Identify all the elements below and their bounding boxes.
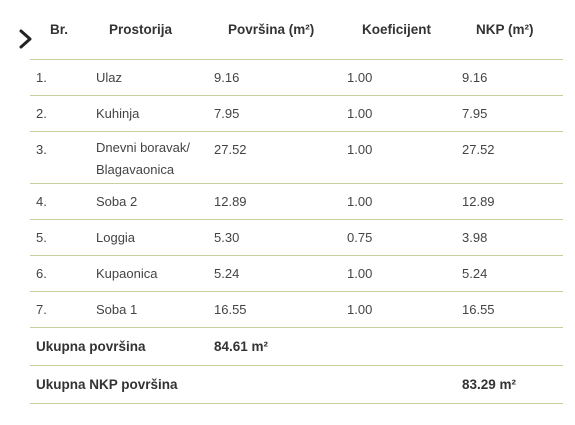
cell-povrsina: 7.95 xyxy=(214,106,240,121)
cell-nkp: 12.89 xyxy=(462,194,495,209)
cell-nkp: 9.16 xyxy=(462,70,488,85)
total-area-value: 84.61 m² xyxy=(214,339,269,354)
cell-nkp: 3.98 xyxy=(462,230,488,245)
cell-povrsina: 5.24 xyxy=(214,266,240,281)
cell-br: 3. xyxy=(36,142,47,157)
table-row: 1. Ulaz 9.16 1.00 9.16 xyxy=(30,60,563,96)
cell-prostorija: Soba 2 xyxy=(96,194,138,209)
cell-prostorija: Soba 1 xyxy=(96,302,138,317)
cell-koeficijent: 1.00 xyxy=(347,266,373,281)
table-row: 5. Loggia 5.30 0.75 3.98 xyxy=(30,220,563,256)
header-br: Br. xyxy=(50,22,69,37)
cell-prostorija: Loggia xyxy=(96,230,136,245)
table-row: 3. Dnevni boravak/ Blagavaonica 27.52 1.… xyxy=(30,132,563,184)
total-nkp-label: Ukupna NKP površina xyxy=(36,377,178,392)
total-nkp-row: Ukupna NKP površina 83.29 m² xyxy=(30,366,563,404)
cell-povrsina: 16.55 xyxy=(214,302,247,317)
cell-br: 2. xyxy=(36,106,47,121)
header-koeficijent: Koeficijent xyxy=(362,22,432,37)
cell-povrsina: 5.30 xyxy=(214,230,240,245)
chevron-right-icon[interactable] xyxy=(14,26,36,52)
total-area-label: Ukupna površina xyxy=(36,339,146,354)
cell-koeficijent: 1.00 xyxy=(347,142,373,157)
table-header-row: Br. Prostorija Površina (m²) Koeficijent… xyxy=(30,0,563,60)
area-table: Br. Prostorija Površina (m²) Koeficijent… xyxy=(30,0,563,404)
table-row: 2. Kuhinja 7.95 1.00 7.95 xyxy=(30,96,563,132)
cell-koeficijent: 0.75 xyxy=(347,230,373,245)
header-povrsina: Površina (m²) xyxy=(228,22,315,37)
table-row: 6. Kupaonica 5.24 1.00 5.24 xyxy=(30,256,563,292)
cell-br: 6. xyxy=(36,266,47,281)
cell-br: 5. xyxy=(36,230,47,245)
header-prostorija: Prostorija xyxy=(109,22,173,37)
cell-povrsina: 12.89 xyxy=(214,194,247,209)
cell-prostorija: Ulaz xyxy=(96,70,123,85)
cell-nkp: 7.95 xyxy=(462,106,488,121)
cell-prostorija: Kupaonica xyxy=(96,266,158,281)
cell-povrsina: 9.16 xyxy=(214,70,240,85)
cell-br: 4. xyxy=(36,194,47,209)
total-area-row: Ukupna površina 84.61 m² xyxy=(30,328,563,366)
cell-povrsina: 27.52 xyxy=(214,142,247,157)
cell-koeficijent: 1.00 xyxy=(347,194,373,209)
cell-nkp: 27.52 xyxy=(462,142,495,157)
table-row: 7. Soba 1 16.55 1.00 16.55 xyxy=(30,292,563,328)
cell-nkp: 5.24 xyxy=(462,266,488,281)
total-nkp-value: 83.29 m² xyxy=(462,377,517,392)
cell-br: 7. xyxy=(36,302,47,317)
cell-br: 1. xyxy=(36,70,47,85)
cell-koeficijent: 1.00 xyxy=(347,70,373,85)
cell-koeficijent: 1.00 xyxy=(347,302,373,317)
table-row: 4. Soba 2 12.89 1.00 12.89 xyxy=(30,184,563,220)
cell-prostorija: Dnevni boravak/ Blagavaonica xyxy=(96,140,190,177)
cell-prostorija: Kuhinja xyxy=(96,106,140,121)
cell-koeficijent: 1.00 xyxy=(347,106,373,121)
cell-nkp: 16.55 xyxy=(462,302,495,317)
header-nkp: NKP (m²) xyxy=(476,22,534,37)
